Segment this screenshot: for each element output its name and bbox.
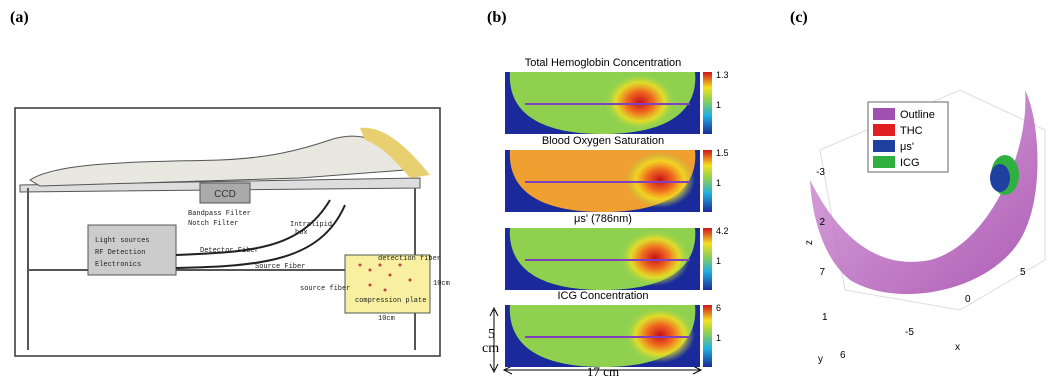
z-tick: 2 [819,217,825,228]
electronics: Light sources [95,237,150,245]
map-hotspot [625,307,695,363]
mus-blob [990,164,1010,192]
legend-swatch [873,108,895,120]
panel-c: (c) z x y Outline THC μs' ICG -3 2 7 5 0 -5 1 6 [790,9,1045,365]
colorbar-tick: 4.2 [716,226,729,236]
map-title: μs' (786nm) [574,213,632,225]
panel-label: (c) [790,9,808,26]
colorbar [703,228,712,290]
legend-swatch [873,156,895,168]
colorbar-tick: 1 [716,333,721,343]
figure: (a) CCD Bandpass Filter Notch Filter Int… [0,0,1051,377]
panel-label: (b) [487,9,507,26]
legend-label: ICG [900,157,920,169]
panel-a: (a) CCD Bandpass Filter Notch Filter Int… [10,9,450,356]
panel-b: (b) 5 cm 17 cm Total Hemoglobin Concentr… [482,9,729,377]
map-title: Blood Oxygen Saturation [542,135,664,147]
map-hotspot [605,74,675,130]
legend-label: Outline [900,109,935,121]
electronics: RF Detection [95,249,145,257]
source-fiber-plate: source fiber [300,285,350,293]
colorbar-tick: 1.3 [716,70,729,80]
colorbar-tick: 1 [716,100,721,110]
map-hotspot [620,230,690,286]
legend-label: μs' [900,141,914,153]
bandpass: Bandpass Filter [188,210,251,218]
electronics: Electronics [95,261,141,269]
x-tick: 0 [965,294,971,305]
z-tick: 7 [819,267,825,278]
map-hotspot [625,152,695,208]
colorbar [703,72,712,134]
x-label: x [955,342,960,353]
z-label: z [804,240,815,245]
colorbar-tick: 1 [716,178,721,188]
legend-swatch [873,140,895,152]
z-tick: -3 [816,167,825,178]
map-title: Total Hemoglobin Concentration [525,57,682,69]
y-label: y [818,354,823,365]
colorbar [703,150,712,212]
notch: Notch Filter [188,220,238,228]
plate-label: compression plate [355,297,426,305]
panel-label: (a) [10,9,29,26]
x-tick: -5 [905,327,914,338]
map-title: ICG Concentration [557,290,648,302]
source-fiber: Source Fiber [255,263,305,271]
ccd: CCD [214,189,236,200]
colorbar [703,305,712,367]
colorbar-tick: 1 [716,256,721,266]
height-label: cm [482,341,499,356]
y-tick: 6 [840,350,846,361]
legend-swatch [873,124,895,136]
bottom-dim: 10cm [378,315,395,323]
detector-fiber: Detector Fiber [200,247,259,255]
detection-fiber: detection fiber [378,255,441,263]
colorbar-tick: 6 [716,303,721,313]
colorbar-tick: 1.5 [716,148,729,158]
legend-label: THC [900,125,923,137]
side-dim: 10cm [433,280,450,288]
x-tick: 5 [1020,267,1026,278]
y-tick: 1 [822,312,828,323]
